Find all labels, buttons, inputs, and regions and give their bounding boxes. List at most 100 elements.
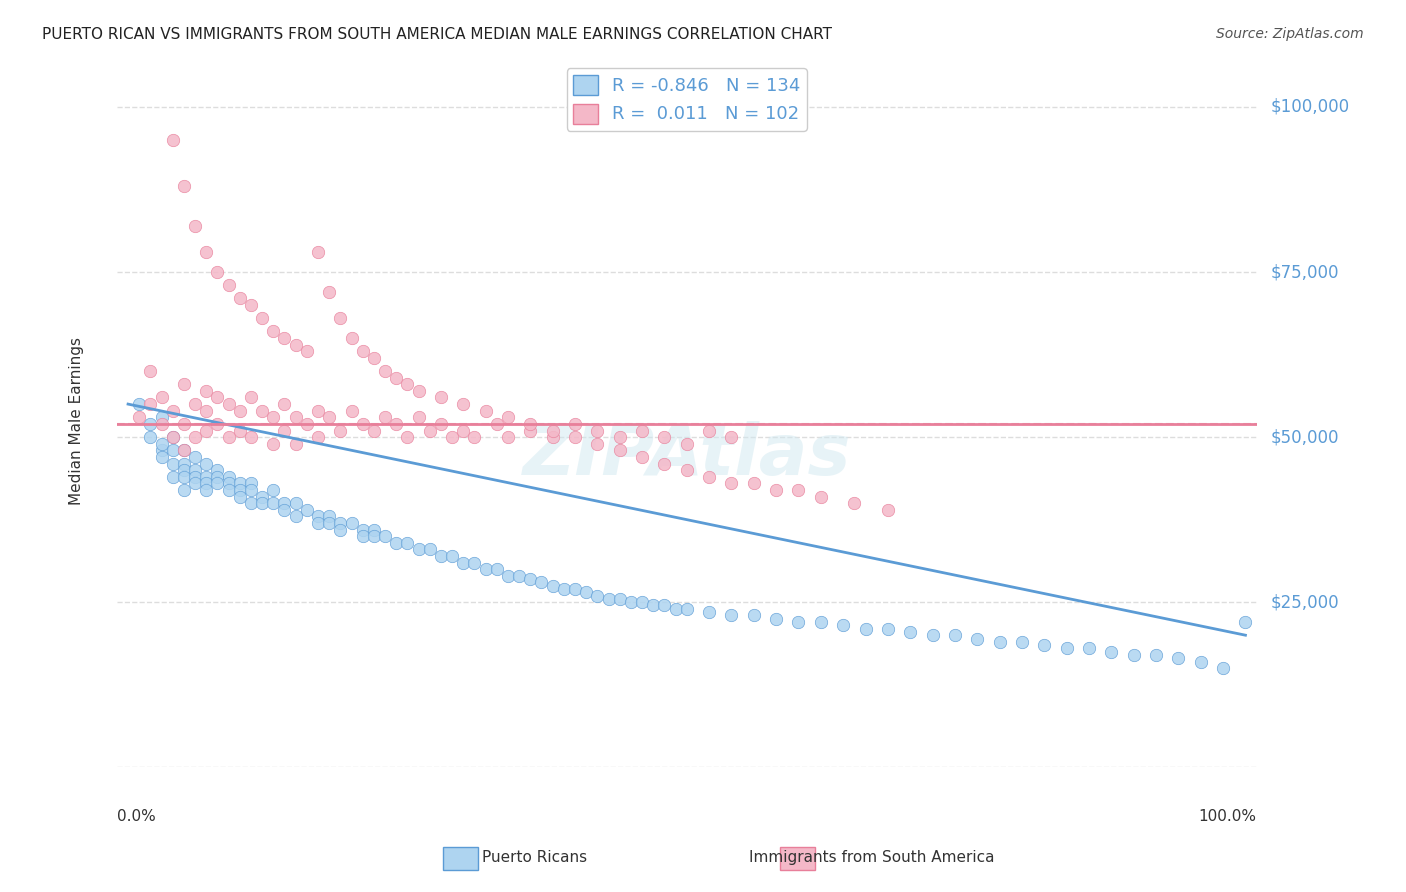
Point <box>318 516 340 530</box>
Point <box>474 403 496 417</box>
Point <box>295 344 318 359</box>
Text: Immigrants from South America: Immigrants from South America <box>749 850 994 865</box>
Point <box>218 476 240 491</box>
Point <box>363 351 385 365</box>
Point <box>396 535 419 549</box>
Point <box>184 450 207 464</box>
Point <box>430 391 453 405</box>
Point <box>620 595 643 609</box>
Point <box>697 424 720 438</box>
Point <box>195 483 218 497</box>
Point <box>742 608 765 623</box>
Point <box>598 591 620 606</box>
Text: $100,000: $100,000 <box>1270 98 1350 116</box>
Point <box>139 430 162 444</box>
Point <box>307 245 329 260</box>
Point <box>239 391 262 405</box>
Point <box>352 417 374 431</box>
Point <box>207 417 229 431</box>
Point <box>329 516 352 530</box>
Point <box>1099 645 1122 659</box>
Point <box>485 417 508 431</box>
Point <box>184 476 207 491</box>
Point <box>943 628 966 642</box>
Point <box>318 509 340 524</box>
Point <box>229 483 252 497</box>
Point <box>184 430 207 444</box>
Point <box>496 430 519 444</box>
Point <box>564 582 586 596</box>
Point <box>519 572 541 586</box>
Point <box>396 377 419 392</box>
Point <box>150 391 173 405</box>
Point <box>519 424 541 438</box>
Point <box>218 469 240 483</box>
Point <box>162 430 184 444</box>
Point <box>463 430 485 444</box>
Point <box>128 410 150 425</box>
Point <box>385 370 408 384</box>
Point <box>810 490 832 504</box>
Point <box>195 424 218 438</box>
Point <box>451 397 474 411</box>
Point <box>765 483 787 497</box>
Point <box>385 417 408 431</box>
Point <box>318 410 340 425</box>
Point <box>697 469 720 483</box>
Point <box>307 516 329 530</box>
Point <box>575 585 598 599</box>
Point <box>519 417 541 431</box>
Point <box>195 457 218 471</box>
Point <box>162 403 184 417</box>
Point <box>207 476 229 491</box>
Point <box>173 457 195 471</box>
Point <box>876 502 898 516</box>
Point <box>162 133 184 147</box>
Text: Median Male Earnings: Median Male Earnings <box>69 336 84 505</box>
Point <box>250 496 273 510</box>
Point <box>162 469 184 483</box>
Point <box>329 424 352 438</box>
Point <box>150 436 173 450</box>
Point <box>742 476 765 491</box>
Point <box>553 582 575 596</box>
Point <box>631 450 654 464</box>
Point <box>173 463 195 477</box>
Point <box>720 608 742 623</box>
Point <box>239 476 262 491</box>
Point <box>329 311 352 326</box>
Point <box>720 430 742 444</box>
Point <box>810 615 832 629</box>
Point <box>195 384 218 398</box>
Point <box>1011 635 1033 649</box>
Point <box>162 430 184 444</box>
Point <box>295 417 318 431</box>
Point <box>451 424 474 438</box>
Point <box>844 496 866 510</box>
Point <box>284 436 307 450</box>
Point <box>463 556 485 570</box>
Point <box>239 496 262 510</box>
Point <box>1212 661 1234 675</box>
Point <box>1033 638 1056 652</box>
Point <box>363 529 385 543</box>
Text: 0.0%: 0.0% <box>117 809 156 824</box>
Point <box>1189 655 1212 669</box>
Point <box>654 457 676 471</box>
Point <box>273 424 295 438</box>
Point <box>765 612 787 626</box>
Point <box>697 605 720 619</box>
Point <box>352 529 374 543</box>
Point <box>229 292 252 306</box>
Point <box>609 443 631 458</box>
Point <box>586 424 609 438</box>
Point <box>855 622 877 636</box>
Point <box>586 589 609 603</box>
Point <box>564 430 586 444</box>
Point <box>787 483 810 497</box>
Point <box>150 417 173 431</box>
Point <box>273 397 295 411</box>
Legend: R = -0.846   N = 134, R =  0.011   N = 102: R = -0.846 N = 134, R = 0.011 N = 102 <box>567 69 807 131</box>
Point <box>195 245 218 260</box>
Point <box>218 430 240 444</box>
